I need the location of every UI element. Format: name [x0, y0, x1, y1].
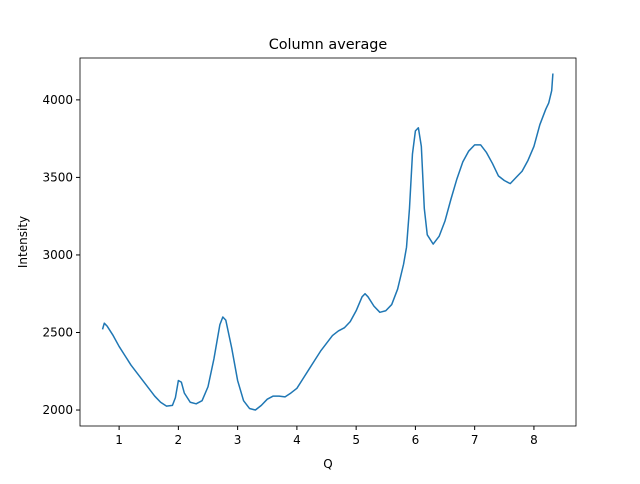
plot-frame — [79, 57, 577, 427]
x-tick-label: 6 — [412, 433, 420, 447]
chart-title: Column average — [269, 37, 388, 53]
y-tick-label: 2500 — [42, 325, 73, 339]
y-tick-label: 4000 — [42, 93, 73, 107]
x-tick-label: 3 — [234, 433, 242, 447]
x-tick-label: 4 — [293, 433, 301, 447]
x-tick-label: 8 — [530, 433, 538, 447]
y-tick-label: 3500 — [42, 170, 73, 184]
y-axis-label: Intensity — [16, 216, 30, 268]
x-axis-label: Q — [323, 457, 332, 471]
y-tick-label: 2000 — [42, 403, 73, 417]
data-line — [101, 73, 554, 411]
x-tick-label: 2 — [175, 433, 183, 447]
x-tick-label: 5 — [352, 433, 360, 447]
x-tick-label: 1 — [115, 433, 123, 447]
x-tick-label: 7 — [471, 433, 479, 447]
y-tick-label: 3000 — [42, 248, 73, 262]
